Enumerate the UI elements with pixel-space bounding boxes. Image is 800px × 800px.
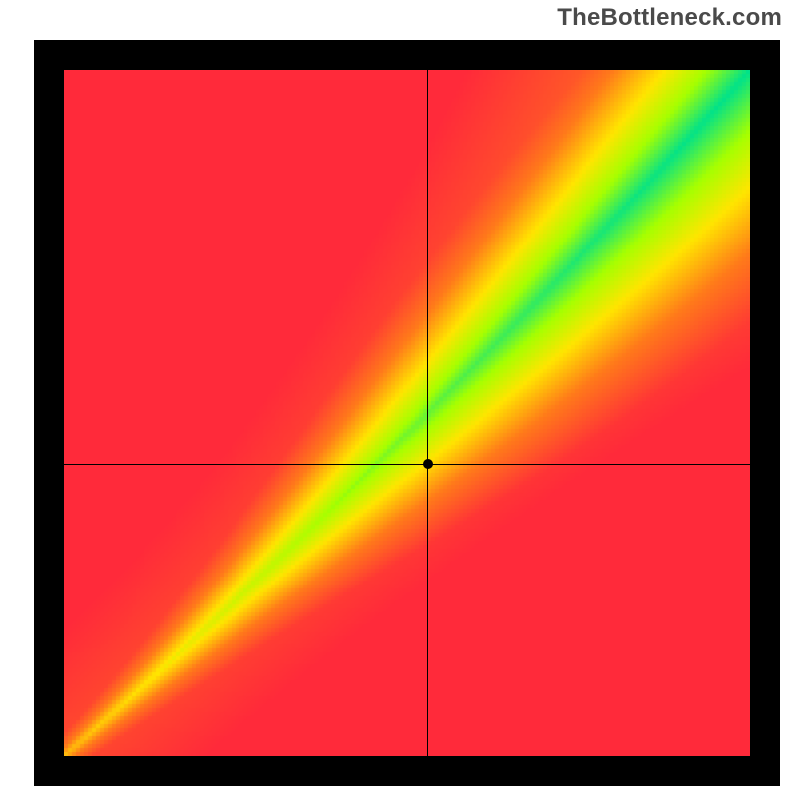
watermark-text: TheBottleneck.com [557, 4, 782, 32]
crosshair-vertical [427, 70, 428, 756]
heatmap-canvas [64, 70, 750, 756]
crosshair-horizontal [64, 464, 750, 465]
crosshair-point [423, 459, 433, 469]
chart-container: TheBottleneck.com [0, 0, 800, 800]
